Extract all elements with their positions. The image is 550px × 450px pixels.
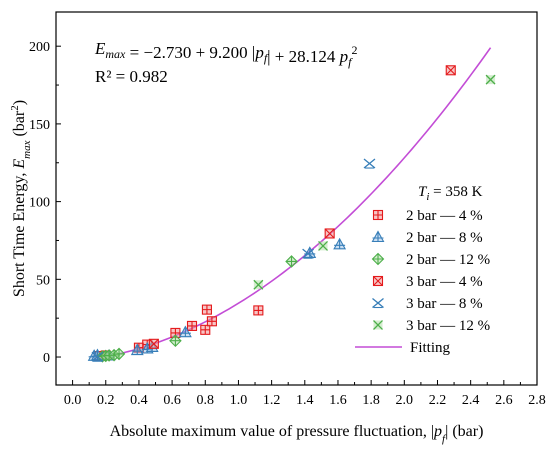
marker-cross (207, 316, 217, 326)
data-point-s6 (485, 74, 496, 85)
data-point-s6 (253, 279, 264, 290)
y-tick-label: 100 (29, 196, 50, 211)
legend-label: 2 bar — 8 % (406, 230, 483, 246)
marker-cross (372, 231, 384, 242)
marker-cross (187, 321, 197, 331)
data-point-s4 (324, 228, 335, 239)
plot-frame (55, 11, 538, 386)
data-point-s1 (206, 316, 217, 327)
y-tick-label: 0 (43, 351, 50, 366)
data-point-s4 (445, 65, 456, 76)
marker-cross (363, 158, 376, 169)
y-tick-label: 150 (29, 118, 50, 133)
marker-cross (148, 338, 159, 349)
legend-label: 2 bar — 4 % (406, 208, 483, 224)
x-tick-label: 0.6 (163, 393, 181, 408)
x-tick-label: 1.8 (362, 393, 380, 408)
legend-fit-label: Fitting (410, 340, 451, 356)
marker-cross (372, 297, 384, 309)
x-tick-label: 2.2 (429, 393, 447, 408)
x-tick-label: 0.4 (130, 393, 148, 408)
legend-marker (372, 297, 384, 309)
y-tick-label: 200 (29, 40, 50, 55)
data-point-s4 (148, 338, 159, 349)
legend-label: 3 bar — 8 % (406, 296, 483, 312)
marker-cross (485, 74, 496, 85)
x-tick-label: 0.8 (197, 393, 215, 408)
marker-cross (113, 348, 125, 360)
x-tick-label: 2.8 (528, 393, 546, 408)
marker-cross (318, 240, 328, 251)
data-point-s3 (285, 255, 298, 268)
x-tick-label: 0.0 (64, 393, 82, 408)
legend-label: 3 bar — 12 % (406, 318, 490, 334)
data-point-s5 (302, 248, 315, 259)
plot-area (87, 47, 496, 363)
y-tick-label: 50 (36, 273, 50, 288)
marker-cross (131, 344, 143, 355)
legend-marker (372, 209, 384, 221)
y-axis-title: Short Time Energy, Emax (bar2) (9, 100, 33, 297)
data-point-s1 (253, 305, 264, 316)
data-point-s5 (91, 351, 104, 362)
x-tick-label: 2.4 (462, 393, 480, 408)
marker-cross (253, 305, 263, 315)
legend-title: Ti = 358 K (418, 184, 483, 203)
axes: 0.0 0.2 0.4 0.6 0.8 1.0 1.2 1.4 1.6 1.8 2.0 2.2 2.4 2… (9, 11, 546, 445)
x-tick-label: 0.2 (97, 393, 115, 408)
legend-marker (371, 252, 385, 266)
marker-cross (202, 305, 212, 315)
data-point-s1 (186, 320, 198, 331)
fit-equation: Emax = −2.730 + 9.200 |pf| + 28.124 pf2 (94, 39, 358, 69)
marker-cross (373, 210, 383, 220)
marker-cross (179, 326, 191, 337)
data-point-s6 (318, 240, 328, 251)
data-point-s2 (178, 325, 192, 338)
marker-cross (91, 351, 104, 362)
x-tick-label: 2.0 (396, 393, 414, 408)
data-point-s2 (130, 343, 144, 356)
marker-cross (445, 65, 456, 76)
x-tick-label: 2.6 (495, 393, 513, 408)
data-point-s3 (112, 347, 126, 361)
x-tick-label: 1.4 (296, 393, 314, 408)
legend-label: 3 bar — 4 % (406, 274, 483, 290)
legend-label: 2 bar — 12 % (406, 252, 490, 268)
marker-cross (253, 279, 264, 290)
marker-cross (302, 248, 315, 259)
legend-marker (371, 230, 385, 243)
marker-cross (324, 228, 335, 239)
legend: Ti = 358 K 2 bar — 4 % 2 bar — 8 % 2 bar — … (355, 184, 490, 356)
data-point-s3 (169, 334, 182, 347)
data-point-s1 (200, 324, 211, 335)
marker-cross (200, 325, 210, 335)
r-squared-annotation: R² = 0.982 (95, 67, 168, 86)
marker-cross (373, 276, 383, 286)
marker-cross (286, 255, 298, 267)
x-tick-label: 1.2 (263, 393, 281, 408)
data-point-s5 (363, 158, 376, 169)
marker-cross (169, 335, 181, 347)
data-point-s1 (201, 304, 212, 315)
marker-cross (373, 320, 383, 330)
marker-cross (372, 253, 384, 265)
marker-cross (334, 238, 346, 249)
x-tick-label: 1.0 (230, 393, 248, 408)
data-point-s2 (333, 237, 347, 250)
x-tick-label: 1.6 (329, 393, 347, 408)
legend-marker (373, 320, 383, 330)
legend-marker (372, 275, 384, 287)
x-axis-title: Absolute maximum value of pressure fluct… (110, 423, 484, 445)
